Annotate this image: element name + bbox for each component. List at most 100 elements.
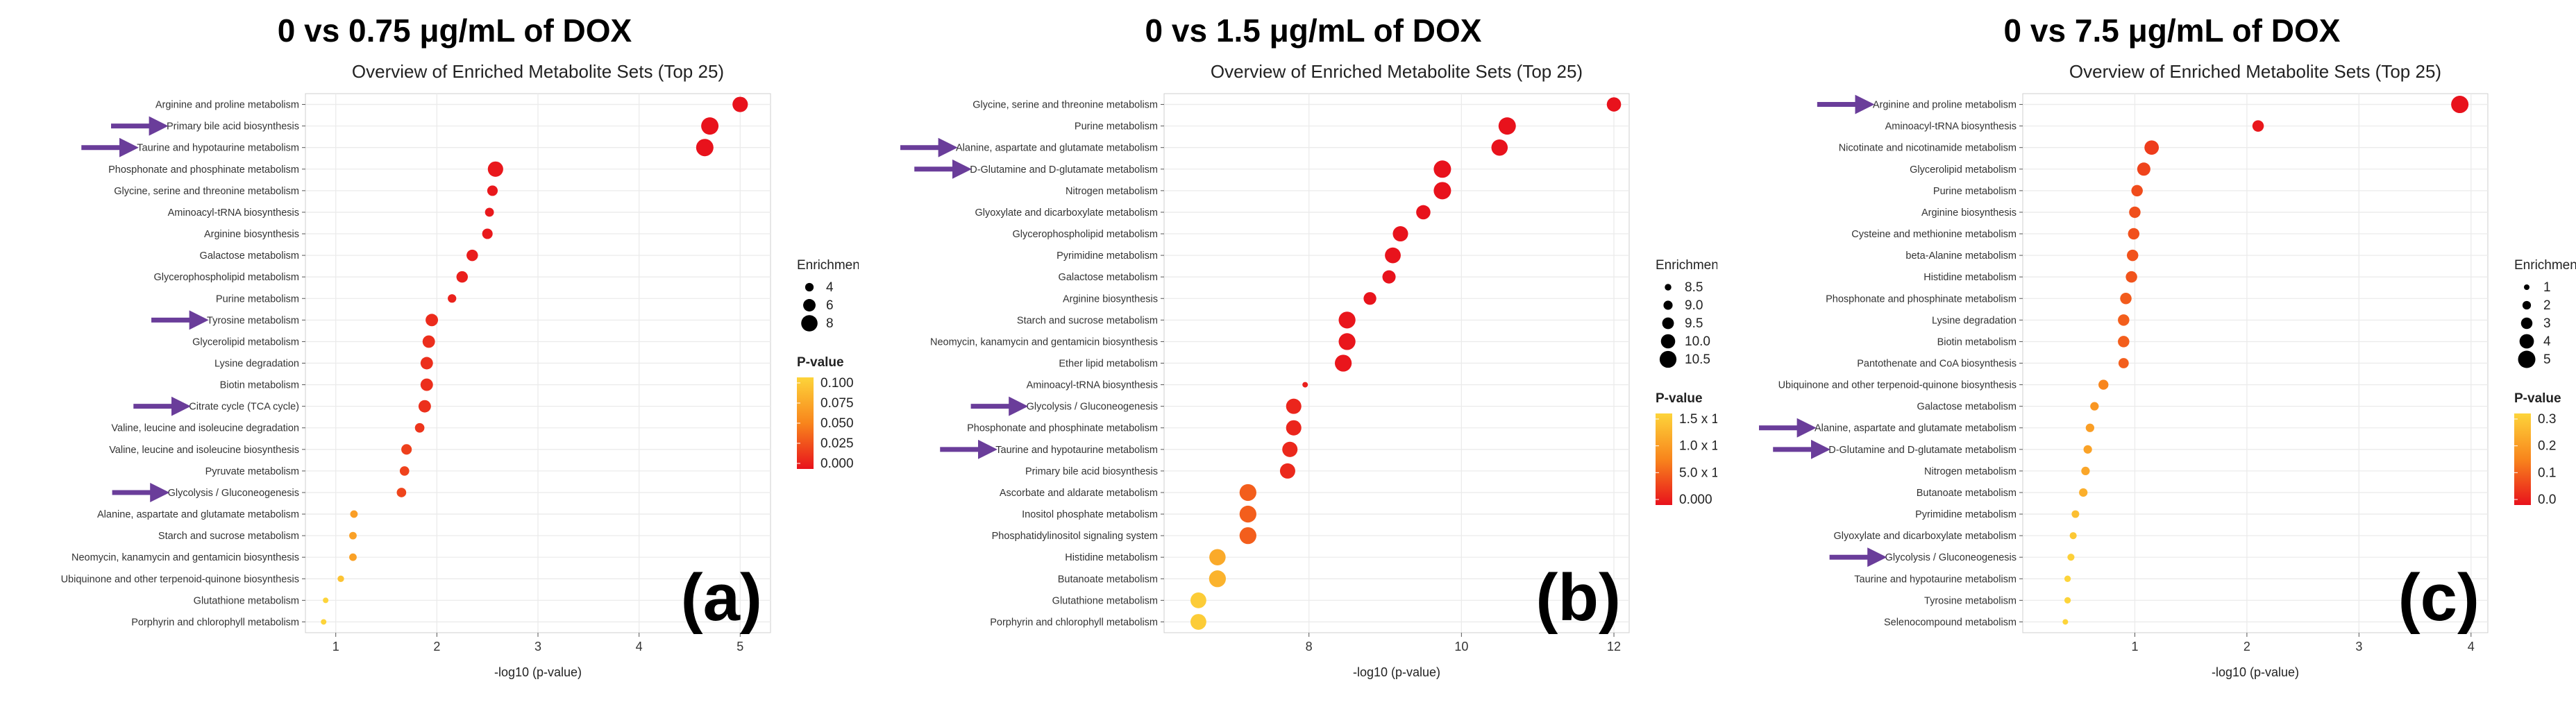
pathway-label: Neomycin, kanamycin and gentamicin biosy… [930,336,1158,348]
data-point [2083,445,2092,454]
x-tick-label: 3 [534,640,541,653]
dot-plot-b: 0 vs 1.5 μg/mL of DOX Overview of Enriche… [900,12,1717,679]
legend-size-dot [803,299,816,311]
panel-letter: (a) [681,561,762,635]
pathway-label: Nitrogen metabolism [1066,186,1158,197]
data-point [1190,592,1206,608]
pathway-label: Porphyrin and chlorophyll metabolism [990,617,1158,628]
legend-size-label: 10.0 [1685,334,1710,349]
legend-size-label: 8 [826,316,834,331]
data-point [1491,139,1508,156]
data-point [2079,488,2088,497]
figure-heading: 0 vs 1.5 μg/mL of DOX [1145,12,1482,49]
pathway-label: Glyoxylate and dicarboxylate metabolism [975,207,1158,219]
legend-size-dot [801,315,818,332]
pathway-label: Taurine and hypotaurine metabolism [137,143,299,154]
data-point [1239,505,1256,523]
legend-size-label: 4 [2543,334,2551,349]
data-point [2126,249,2139,262]
data-point [2069,532,2077,540]
legend-color-label: 0.075 [820,396,854,411]
pathway-label: Glycolysis / Gluconeogenesis [168,488,299,499]
legend-color-label: 0.3 [2538,412,2556,427]
legend-color-label: 0.100 [820,376,854,391]
legend-size-dot [1660,334,1676,349]
x-axis-title: -log10 (p-value) [494,665,582,679]
data-point [1334,354,1352,372]
chart-title: Overview of Enriched Metabolite Sets (To… [2069,61,2441,82]
data-point [2062,619,2069,625]
data-point [2131,185,2143,197]
data-point [1363,292,1377,305]
data-point [1190,614,1206,630]
x-tick-label: 4 [2468,640,2475,653]
legend-colorbar [2514,413,2531,505]
legend-size-label: 6 [826,298,834,313]
legend-size-label: 9.0 [1685,298,1703,313]
pathway-label: Porphyrin and chlorophyll metabolism [131,617,299,628]
data-point [2064,575,2071,582]
legend-size-dot [2522,300,2532,310]
data-point [1433,182,1451,200]
legend-color-label: 1.0 x 10⁻⁷ [1679,439,1717,454]
pathway-label: Arginine and proline metabolism [1873,100,2017,111]
dot-plot-c: 0 vs 7.5 μg/mL of DOX Overview of Enriche… [1759,12,2576,679]
chart-title: Overview of Enriched Metabolite Sets (To… [1211,61,1583,82]
data-point [420,357,433,370]
panel-c: 0 vs 7.5 μg/mL of DOX Overview of Enriche… [1717,0,2576,718]
legend-size-title: Enrichment Ratio [797,258,859,273]
data-point [1338,311,1356,329]
legend-size-label: 3 [2543,316,2551,331]
pathway-label: Histidine metabolism [1065,552,1158,563]
legend-size-dot [2520,317,2533,330]
pathway-label: Starch and sucrose metabolism [1017,315,1158,326]
legend-color-label: 0.1 [2538,465,2556,480]
data-point [2252,120,2264,132]
data-point [2098,379,2109,390]
pathway-label: Ether lipid metabolism [1059,359,1158,370]
chart-title: Overview of Enriched Metabolite Sets (To… [352,61,724,82]
x-tick-label: 1 [332,640,339,653]
data-point [2081,466,2090,476]
pathway-label: Inositol phosphate metabolism [1022,509,1158,520]
data-point [1286,398,1302,414]
pathway-label: Selenocompound metabolism [1884,617,2017,628]
data-point [482,228,493,239]
legend-color-title: P-value [2514,391,2561,406]
pathway-label: Glyoxylate and dicarboxylate metabolism [1833,531,2017,542]
legend-size-label: 5 [2543,352,2551,367]
pathway-label: Arginine and proline metabolism [155,100,299,111]
legend-color-title: P-value [1656,391,1703,406]
data-point [448,294,457,303]
dot-plot-a: 0 vs 0.75 μg/mL of DOX Overview of Enrich… [61,12,859,679]
pathway-label: Citrate cycle (TCA cycle) [189,402,299,413]
data-point [456,271,469,283]
pathway-label: Phosphatidylinositol signaling system [992,531,1158,542]
legend-color-label: 5.0 x 10⁻⁸ [1679,465,1717,480]
data-point [487,161,503,177]
data-point [1385,247,1401,264]
data-point [2128,228,2140,240]
pathway-label: Pyrimidine metabolism [1057,250,1158,262]
pathway-label: Butanoate metabolism [1917,488,2017,499]
legend-color-title: P-value [797,355,844,370]
data-point [2451,96,2469,114]
x-tick-label: 2 [433,640,440,653]
data-point [2125,271,2137,283]
figure-heading: 0 vs 7.5 μg/mL of DOX [2004,12,2341,49]
panel-letter: (b) [1535,561,1621,635]
pathway-label: Phosphonate and phosphinate metabolism [108,164,299,176]
legend-color-label: 0.000 [820,456,854,471]
x-tick-label: 10 [1454,640,1468,653]
x-tick-label: 8 [1306,640,1313,653]
data-point [1209,549,1226,565]
legend-size-dot [1663,300,1673,310]
pathway-label: Glycolysis / Gluconeogenesis [1027,402,1158,413]
data-point [466,249,478,262]
data-point [2064,597,2071,604]
legend-size-label: 8.5 [1685,280,1703,295]
pathway-label: Glutathione metabolism [194,595,299,606]
pathway-label: Galactose metabolism [1917,402,2017,413]
data-point [1279,463,1295,479]
legend-size-label: 10.5 [1685,352,1710,367]
